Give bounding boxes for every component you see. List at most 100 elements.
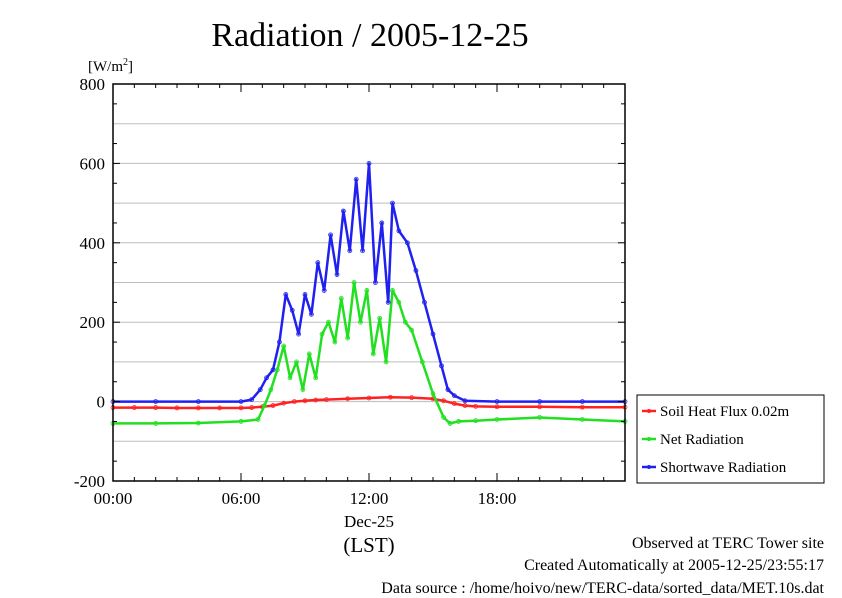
- data-point-net-radiation: [195, 420, 201, 426]
- data-point-soil-heat-flux-0-02m: [153, 405, 159, 410]
- data-point-net-radiation: [579, 417, 585, 422]
- x-tick-label: 12:00: [350, 489, 389, 508]
- x-tick-label: 06:00: [222, 489, 261, 508]
- data-point-net-radiation: [319, 331, 325, 337]
- series-line-net-radiation: [113, 281, 626, 425]
- data-point-shortwave-radiation: [579, 399, 585, 405]
- y-tick-label: 800: [80, 75, 106, 94]
- data-point-shortwave-radiation: [249, 397, 255, 403]
- data-point-soil-heat-flux-0-02m: [131, 405, 137, 410]
- data-point-shortwave-radiation: [264, 375, 270, 381]
- data-point-soil-heat-flux-0-02m: [281, 400, 287, 406]
- data-point-soil-heat-flux-0-02m: [217, 405, 223, 411]
- data-point-shortwave-radiation: [296, 331, 302, 337]
- data-point-net-radiation: [287, 375, 293, 381]
- y-axis-unit-superscript: 2: [123, 57, 128, 68]
- data-point-net-radiation: [326, 319, 331, 325]
- footer-created: Created Automatically at 2005-12-25/23:5…: [524, 557, 824, 574]
- data-point-net-radiation: [473, 418, 479, 424]
- data-point-net-radiation: [300, 387, 306, 393]
- data-point-soil-heat-flux-0-02m: [473, 403, 479, 409]
- data-point-shortwave-radiation: [302, 292, 308, 297]
- data-point-shortwave-radiation: [379, 220, 385, 226]
- data-point-net-radiation: [370, 351, 376, 357]
- data-point-shortwave-radiation: [270, 367, 276, 373]
- legend-marker-soil-heat-flux-0-02m: [647, 409, 651, 413]
- legend-marker-shortwave-radiation: [647, 465, 651, 469]
- data-point-shortwave-radiation: [462, 398, 468, 404]
- x-tick-label: 00:00: [94, 489, 133, 508]
- legend-label-soil-heat-flux-0-02m: Soil Heat Flux 0.02m: [660, 404, 790, 420]
- data-point-shortwave-radiation: [451, 393, 457, 399]
- data-point-shortwave-radiation: [445, 387, 451, 393]
- data-point-soil-heat-flux-0-02m: [302, 398, 308, 404]
- data-point-shortwave-radiation: [422, 299, 427, 305]
- data-point-shortwave-radiation: [413, 268, 419, 273]
- data-point-net-radiation: [402, 319, 408, 325]
- data-point-soil-heat-flux-0-02m: [387, 394, 393, 400]
- data-point-net-radiation: [364, 288, 370, 293]
- data-point-shortwave-radiation: [153, 399, 159, 405]
- data-point-soil-heat-flux-0-02m: [409, 395, 415, 401]
- series-line-soil-heat-flux-0-02m: [113, 395, 625, 410]
- data-point-shortwave-radiation: [289, 307, 295, 313]
- data-point-shortwave-radiation: [353, 176, 359, 182]
- data-point-shortwave-radiation: [430, 331, 436, 337]
- data-point-soil-heat-flux-0-02m: [174, 405, 180, 411]
- data-point-shortwave-radiation: [404, 240, 410, 246]
- data-point-net-radiation: [306, 351, 312, 357]
- series-line-shortwave-radiation: [113, 162, 625, 403]
- data-point-shortwave-radiation: [347, 248, 353, 254]
- data-point-net-radiation: [409, 327, 415, 333]
- data-point-net-radiation: [281, 343, 287, 349]
- data-point-net-radiation: [396, 299, 402, 305]
- y-axis-unit-close: ]: [128, 59, 133, 75]
- chart-title: Radiation / 2005-12-25: [211, 17, 528, 54]
- data-point-shortwave-radiation: [360, 248, 366, 254]
- data-point-shortwave-radiation: [276, 339, 282, 345]
- data-point-soil-heat-flux-0-02m: [249, 405, 255, 410]
- data-point-net-radiation: [332, 339, 338, 345]
- data-point-net-radiation: [313, 375, 319, 381]
- x-date-label: Dec-25: [344, 512, 394, 531]
- data-point-shortwave-radiation: [340, 208, 346, 214]
- data-point-shortwave-radiation: [390, 200, 395, 206]
- y-axis-unit: [W/m2]: [88, 57, 133, 75]
- data-point-soil-heat-flux-0-02m: [345, 396, 351, 402]
- data-point-soil-heat-flux-0-02m: [451, 401, 457, 406]
- data-point-net-radiation: [441, 415, 447, 420]
- data-point-soil-heat-flux-0-02m: [291, 399, 297, 405]
- data-point-net-radiation: [255, 417, 261, 422]
- data-point-shortwave-radiation: [372, 280, 378, 285]
- data-point-shortwave-radiation: [385, 299, 391, 305]
- data-point-shortwave-radiation: [321, 288, 327, 293]
- legend-marker-net-radiation: [647, 437, 651, 441]
- data-point-shortwave-radiation: [439, 363, 444, 369]
- data-point-shortwave-radiation: [334, 272, 340, 277]
- x-axis-label: (LST): [343, 533, 394, 557]
- data-point-soil-heat-flux-0-02m: [195, 405, 201, 411]
- legend-label-net-radiation: Net Radiation: [660, 432, 744, 448]
- data-point-net-radiation: [294, 359, 299, 365]
- y-tick-label: 600: [80, 154, 106, 173]
- data-point-shortwave-radiation: [238, 399, 244, 405]
- data-point-soil-heat-flux-0-02m: [494, 404, 500, 410]
- data-point-net-radiation: [338, 295, 344, 301]
- data-point-net-radiation: [345, 335, 351, 341]
- data-point-shortwave-radiation: [315, 260, 321, 266]
- data-point-net-radiation: [390, 288, 395, 293]
- data-point-shortwave-radiation: [308, 311, 314, 317]
- y-tick-label: -200: [74, 472, 105, 491]
- data-point-shortwave-radiation: [494, 399, 500, 405]
- data-point-shortwave-radiation: [283, 292, 289, 297]
- data-point-soil-heat-flux-0-02m: [238, 405, 244, 411]
- data-point-net-radiation: [268, 387, 274, 393]
- data-point-shortwave-radiation: [396, 228, 402, 234]
- data-point-net-radiation: [456, 419, 462, 424]
- data-point-shortwave-radiation: [257, 387, 263, 393]
- data-point-net-radiation: [153, 421, 159, 426]
- y-tick-label: 0: [97, 393, 106, 412]
- data-point-soil-heat-flux-0-02m: [313, 397, 319, 403]
